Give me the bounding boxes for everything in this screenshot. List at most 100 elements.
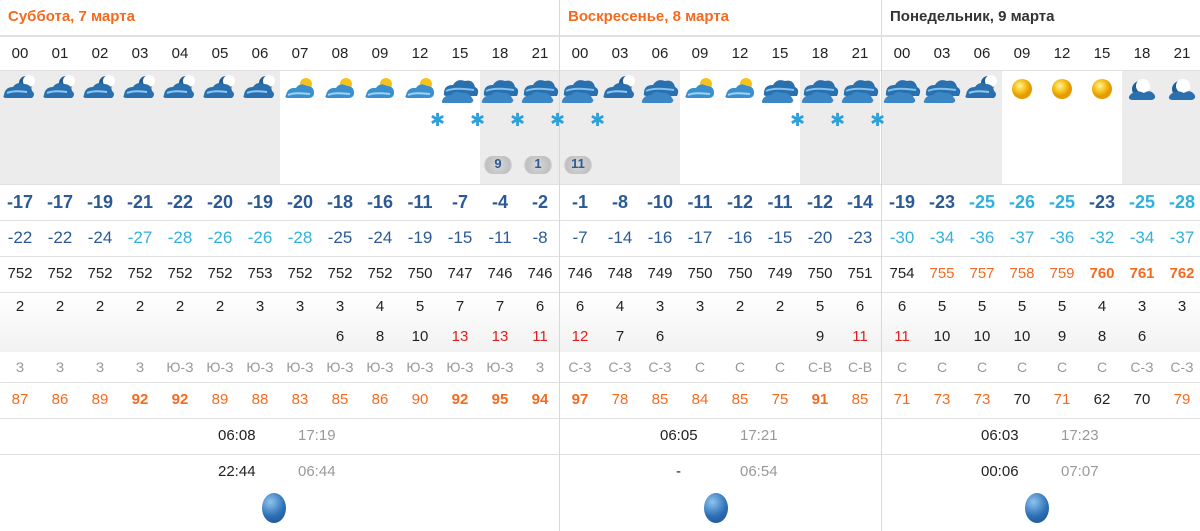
temperature-value: -23 (1088, 192, 1115, 212)
pressure-value: 755 (929, 265, 955, 282)
moon-icon (1122, 71, 1162, 107)
moon-cloud-icon (962, 71, 1002, 107)
humidity-value: 70 (1133, 391, 1151, 408)
pressure-value: 746 (487, 265, 513, 282)
pressure-value: 748 (607, 265, 633, 282)
hour-label: 18 (1133, 45, 1151, 62)
humidity-value: 85 (731, 391, 749, 408)
temperature-value: -2 (531, 192, 548, 212)
wind-speed-value: 2 (55, 298, 65, 315)
feels-like-value: -26 (207, 228, 233, 247)
wind-direction-value: С-З (608, 359, 632, 375)
feels-like-value: -19 (407, 228, 433, 247)
pressure-value: 752 (7, 265, 33, 282)
hour-label: 21 (1173, 45, 1191, 62)
hour-label: 15 (771, 45, 789, 62)
temperature-value: -1 (571, 192, 588, 212)
moonset-time: 06:54 (740, 463, 778, 480)
wind-gust-value: 11 (852, 328, 868, 345)
temperature-value: -20 (286, 192, 313, 212)
wind-direction-value: Ю-З (166, 359, 194, 375)
pressure-value: 750 (727, 265, 753, 282)
wind-direction-value: Ю-З (446, 359, 474, 375)
feels-like-value: -30 (889, 228, 915, 247)
moonset-time: 06:44 (298, 463, 336, 480)
overcast-icon (922, 71, 962, 107)
wind-direction-value: С-В (807, 359, 833, 375)
row-separator (0, 184, 1200, 185)
temperature-value: -20 (206, 192, 233, 212)
day-column: Понедельник, 9 марта (882, 0, 1200, 531)
hour-label: 15 (451, 45, 469, 62)
wind-gust-value: 13 (491, 328, 509, 345)
pressure-value: 762 (1169, 265, 1195, 282)
sunrise-time: 06:05 (660, 427, 698, 444)
wind-speed-value: 2 (15, 298, 25, 315)
wind-direction-value: Ю-З (366, 359, 394, 375)
overcast-icon (480, 71, 520, 107)
pressure-value: 749 (647, 265, 673, 282)
wind-speed-value: 4 (1097, 298, 1107, 315)
temperature-value: -12 (806, 192, 833, 212)
feels-like-value: -27 (127, 228, 153, 247)
humidity-value: 85 (651, 391, 669, 408)
wind-speed-value: 3 (295, 298, 305, 315)
hour-label: 06 (651, 45, 669, 62)
pressure-value: 746 (567, 265, 593, 282)
feels-like-value: -16 (727, 228, 753, 247)
wind-direction-value: Ю-З (246, 359, 274, 375)
moon-cloud-icon (40, 71, 80, 107)
wind-gust-value: 8 (375, 328, 385, 345)
moon-cloud-icon (120, 71, 160, 107)
wind-gust-value: 8 (1097, 328, 1107, 345)
humidity-value: 62 (1093, 391, 1111, 408)
humidity-value: 79 (1173, 391, 1191, 408)
feels-like-value: -37 (1169, 228, 1195, 247)
wind-direction-value: С-З (648, 359, 672, 375)
wind-speed-value: 2 (135, 298, 145, 315)
sun-cloud-icon (720, 71, 760, 107)
humidity-value: 91 (811, 391, 829, 408)
wind-speed-value: 2 (215, 298, 225, 315)
hour-label: 12 (731, 45, 749, 62)
sunrise-time: 06:08 (218, 427, 256, 444)
wind-direction-value: Ю-З (286, 359, 314, 375)
wind-gust-value: 11 (894, 328, 910, 345)
day-separator (559, 0, 560, 531)
humidity-value: 85 (331, 391, 349, 408)
sun-icon (1042, 71, 1082, 107)
wind-direction-value: Ю-З (406, 359, 434, 375)
sunset-time: 17:23 (1061, 427, 1099, 444)
hour-label: 00 (571, 45, 589, 62)
wind-speed-value: 6 (535, 298, 545, 315)
overcast-icon (440, 71, 480, 107)
temperature-value: -4 (491, 192, 508, 212)
wind-gust-value: 12 (571, 328, 589, 345)
pressure-value: 753 (247, 265, 273, 282)
moon-cloud-icon (600, 71, 640, 107)
feels-like-value: -7 (572, 228, 588, 247)
wind-gust-value: 9 (815, 328, 825, 345)
wind-direction-value: С-В (847, 359, 873, 375)
humidity-value: 92 (131, 391, 149, 408)
overcast-icon (520, 71, 560, 107)
sunrise-time: 06:03 (981, 427, 1019, 444)
snow-amount-badge: 9 (478, 154, 518, 174)
moonrise-time: - (676, 463, 681, 480)
humidity-value: 71 (893, 391, 911, 408)
wind-speed-value: 2 (735, 298, 745, 315)
wind-gust-value: 6 (335, 328, 345, 345)
moonrise-time: 00:06 (981, 463, 1019, 480)
temperature-value: -21 (126, 192, 153, 212)
moon-cloud-icon (80, 71, 120, 107)
temperature-value: -25 (1128, 192, 1155, 212)
humidity-value: 95 (491, 391, 509, 408)
hour-label: 18 (811, 45, 829, 62)
humidity-value: 94 (531, 391, 549, 408)
hour-label: 00 (893, 45, 911, 62)
pressure-value: 757 (969, 265, 995, 282)
sun-cloud-icon (400, 71, 440, 107)
humidity-value: 97 (571, 391, 589, 408)
wind-direction-value: С (936, 359, 948, 375)
wind-gust-value: 6 (655, 328, 665, 345)
